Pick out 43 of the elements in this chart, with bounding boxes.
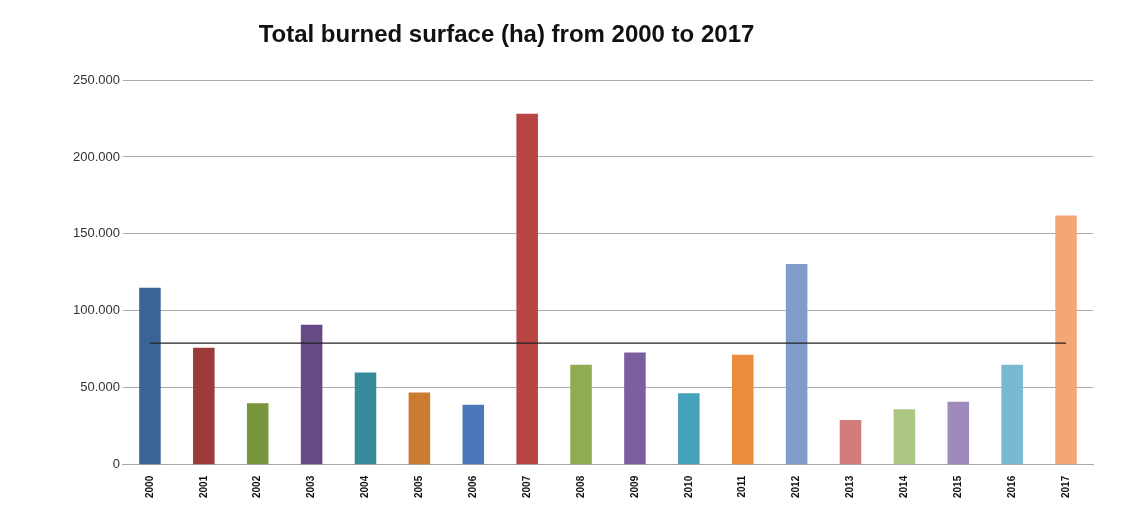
bar	[300, 324, 323, 465]
x-tick-label: 2004	[359, 475, 371, 498]
x-tick-label: 2008	[574, 475, 586, 498]
x-tick-label: 2011	[736, 475, 748, 498]
bar	[1055, 215, 1077, 465]
bar	[785, 263, 808, 465]
bar	[570, 364, 592, 465]
x-tick-label: 2007	[520, 475, 532, 498]
x-tick-label: 2015	[952, 475, 964, 498]
x-tick-label: 2016	[1005, 475, 1017, 498]
x-tick-label: 2003	[305, 475, 317, 498]
y-tick-label: 150.000	[72, 225, 120, 241]
y-tick-label: 50.000	[80, 379, 120, 395]
x-tick-label: 2017	[1059, 475, 1071, 498]
bar	[139, 287, 161, 465]
x-tick-label: 2010	[682, 475, 694, 498]
bar	[1001, 364, 1023, 465]
x-tick-label: 2005	[413, 475, 425, 498]
bar	[354, 372, 377, 465]
bar	[516, 113, 538, 465]
bar	[246, 403, 269, 465]
x-tick-label: 2002	[251, 475, 263, 498]
x-tick-label: 2000	[143, 475, 155, 498]
x-tick-label: 2013	[844, 475, 856, 498]
bar	[947, 401, 970, 465]
y-tick-label: 200.000	[72, 148, 120, 164]
bar	[462, 404, 485, 465]
y-tick-label: 0	[112, 456, 120, 472]
bar	[408, 392, 431, 465]
chart-title: Total burned surface (ha) from 2000 to 2017	[257, 20, 756, 48]
y-tick-label: 250.000	[72, 71, 120, 87]
bar	[624, 352, 646, 465]
x-tick-label: 2012	[790, 475, 802, 498]
y-tick-label: 100.000	[72, 302, 120, 318]
x-tick-label: 2006	[467, 475, 479, 498]
bar	[731, 354, 754, 465]
x-tick-label: 2001	[197, 475, 209, 498]
bar	[678, 393, 700, 465]
x-tick-label: 2014	[898, 475, 910, 498]
bar	[839, 420, 862, 465]
bar	[893, 409, 916, 465]
x-tick-label: 2009	[628, 475, 640, 498]
bar	[193, 347, 215, 465]
